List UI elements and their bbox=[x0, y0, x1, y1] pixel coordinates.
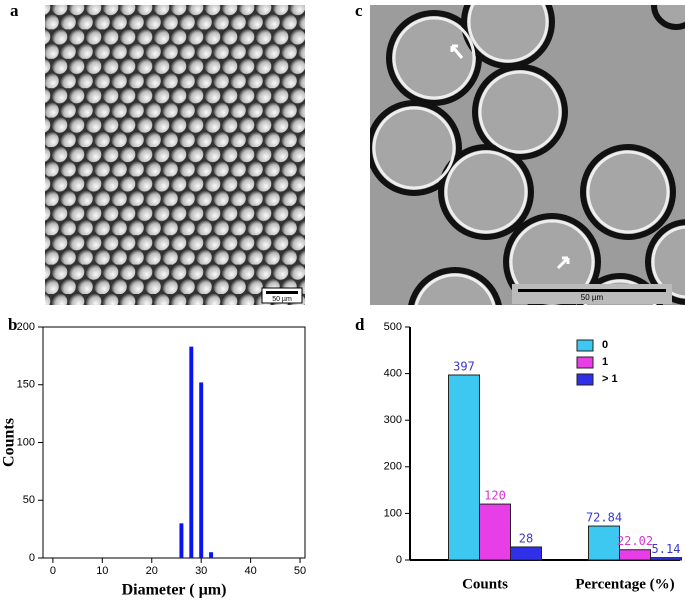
bar bbox=[179, 523, 184, 558]
x-tick-label: 50 bbox=[294, 565, 306, 577]
y-tick-label: 0 bbox=[396, 554, 402, 566]
bar bbox=[189, 346, 194, 558]
bar bbox=[479, 503, 511, 561]
y-tick-label: 300 bbox=[384, 414, 402, 426]
panel-label: b bbox=[8, 315, 17, 334]
x-tick-label: 20 bbox=[146, 565, 158, 577]
bar bbox=[209, 552, 214, 558]
scale-label: 50 µm bbox=[581, 293, 604, 302]
x-tick-label: Counts bbox=[462, 576, 508, 592]
legend-label: 0 bbox=[602, 339, 608, 351]
value-label: 72.84 bbox=[586, 511, 622, 525]
legend-swatch bbox=[576, 373, 594, 386]
y-tick-label: 150 bbox=[17, 379, 35, 391]
y-tick-label: 0 bbox=[29, 552, 35, 564]
bar bbox=[650, 557, 682, 561]
y-tick-label: 400 bbox=[384, 368, 402, 380]
x-tick-label: 40 bbox=[244, 565, 256, 577]
value-label: 22.02 bbox=[617, 534, 653, 548]
y-axis-label: Counts bbox=[1, 418, 18, 467]
x-tick-label: 0 bbox=[50, 565, 56, 577]
y-tick-label: 200 bbox=[17, 321, 35, 333]
x-axis-label: Diameter ( µm) bbox=[122, 582, 227, 599]
value-label: 5.14 bbox=[652, 542, 681, 556]
value-label: 397 bbox=[453, 359, 475, 373]
panel-label: d bbox=[355, 315, 365, 334]
legend-swatch bbox=[576, 339, 594, 352]
plot-frame bbox=[42, 326, 306, 559]
bar bbox=[510, 546, 542, 561]
sem-image: 50 µm bbox=[45, 5, 305, 305]
y-tick-label: 100 bbox=[17, 436, 35, 448]
panel-label: c bbox=[355, 1, 363, 20]
micrograph: 50 µm bbox=[370, 5, 685, 305]
x-tick-label: 10 bbox=[96, 565, 108, 577]
value-label: 28 bbox=[519, 531, 533, 545]
y-tick-label: 50 bbox=[23, 494, 35, 506]
y-tick-label: 500 bbox=[384, 321, 402, 333]
legend-swatch bbox=[576, 356, 594, 369]
bar bbox=[619, 549, 651, 561]
legend-label: 1 bbox=[602, 356, 608, 368]
value-label: 120 bbox=[484, 489, 506, 503]
x-tick-label: Percentage (%) bbox=[575, 576, 674, 592]
legend-label: > 1 bbox=[602, 373, 618, 385]
panel-label: a bbox=[10, 1, 19, 20]
y-tick-label: 200 bbox=[384, 461, 402, 473]
scale-label: 50 µm bbox=[272, 296, 292, 303]
y-tick-label: 100 bbox=[384, 507, 402, 519]
bar bbox=[448, 374, 480, 561]
bar bbox=[199, 382, 204, 558]
x-tick-label: 30 bbox=[195, 565, 207, 577]
bar bbox=[588, 525, 620, 561]
